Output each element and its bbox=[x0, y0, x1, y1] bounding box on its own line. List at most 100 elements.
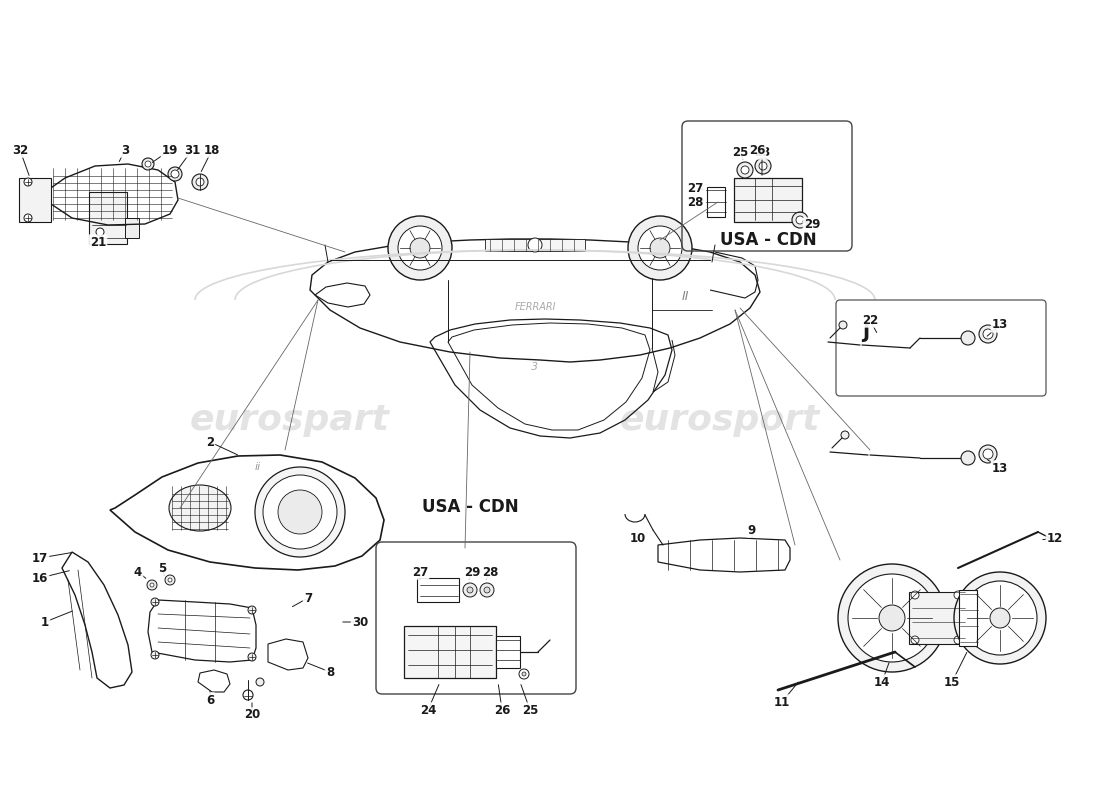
Circle shape bbox=[151, 651, 160, 659]
Text: ii: ii bbox=[255, 462, 261, 472]
Text: 26: 26 bbox=[749, 143, 766, 157]
Circle shape bbox=[168, 167, 182, 181]
Circle shape bbox=[650, 238, 670, 258]
Text: 27: 27 bbox=[686, 182, 703, 194]
Circle shape bbox=[150, 583, 154, 587]
Circle shape bbox=[196, 178, 204, 186]
Text: 6: 6 bbox=[206, 694, 214, 706]
Circle shape bbox=[248, 606, 256, 614]
Text: 22: 22 bbox=[862, 314, 878, 326]
Text: 24: 24 bbox=[420, 703, 437, 717]
Circle shape bbox=[838, 564, 946, 672]
Text: 8: 8 bbox=[326, 666, 334, 678]
Text: 23: 23 bbox=[754, 146, 770, 158]
Bar bbox=[959, 590, 977, 646]
Circle shape bbox=[741, 166, 749, 174]
Circle shape bbox=[911, 636, 918, 644]
Text: 29: 29 bbox=[804, 218, 821, 231]
Text: eurospart: eurospart bbox=[190, 403, 389, 437]
Circle shape bbox=[839, 321, 847, 329]
Circle shape bbox=[961, 451, 975, 465]
Circle shape bbox=[165, 575, 175, 585]
Circle shape bbox=[962, 581, 1037, 655]
Circle shape bbox=[24, 214, 32, 222]
Circle shape bbox=[842, 431, 849, 439]
Text: 25: 25 bbox=[521, 703, 538, 717]
Circle shape bbox=[954, 572, 1046, 664]
Circle shape bbox=[792, 212, 808, 228]
Circle shape bbox=[142, 158, 154, 170]
Bar bbox=[909, 592, 967, 644]
Text: 12: 12 bbox=[1047, 531, 1063, 545]
Circle shape bbox=[879, 605, 905, 631]
Text: 14: 14 bbox=[873, 675, 890, 689]
Circle shape bbox=[528, 238, 542, 252]
Text: 9: 9 bbox=[748, 523, 756, 537]
Text: 29: 29 bbox=[464, 566, 481, 578]
Text: 13: 13 bbox=[992, 462, 1008, 474]
Circle shape bbox=[848, 574, 936, 662]
Circle shape bbox=[24, 178, 32, 186]
Circle shape bbox=[480, 583, 494, 597]
Bar bbox=[19, 178, 51, 222]
Text: 28: 28 bbox=[482, 566, 498, 578]
Text: USA - CDN: USA - CDN bbox=[421, 498, 518, 516]
Bar bbox=[496, 636, 520, 668]
Text: FERRARI: FERRARI bbox=[515, 302, 556, 312]
Circle shape bbox=[151, 598, 160, 606]
Text: 20: 20 bbox=[244, 709, 260, 722]
Circle shape bbox=[628, 216, 692, 280]
Text: 4: 4 bbox=[134, 566, 142, 578]
Circle shape bbox=[954, 591, 962, 599]
Circle shape bbox=[911, 591, 918, 599]
Text: 10: 10 bbox=[630, 531, 646, 545]
Circle shape bbox=[983, 329, 993, 339]
Circle shape bbox=[468, 587, 473, 593]
Text: 21: 21 bbox=[90, 235, 106, 249]
Text: 11: 11 bbox=[774, 695, 790, 709]
Bar bbox=[734, 178, 802, 222]
Circle shape bbox=[243, 690, 253, 700]
Circle shape bbox=[961, 331, 975, 345]
Circle shape bbox=[755, 158, 771, 174]
Text: 7: 7 bbox=[304, 591, 312, 605]
Circle shape bbox=[145, 161, 151, 167]
Text: 15: 15 bbox=[944, 675, 960, 689]
Text: 26: 26 bbox=[494, 703, 510, 717]
Text: 28: 28 bbox=[686, 195, 703, 209]
Bar bbox=[89, 192, 127, 244]
Circle shape bbox=[990, 608, 1010, 628]
Circle shape bbox=[170, 170, 179, 178]
Text: 19: 19 bbox=[162, 143, 178, 157]
Text: 3: 3 bbox=[531, 362, 539, 372]
Circle shape bbox=[463, 583, 477, 597]
Circle shape bbox=[96, 228, 104, 236]
Text: 25: 25 bbox=[732, 146, 748, 158]
Text: 2: 2 bbox=[206, 435, 214, 449]
Ellipse shape bbox=[169, 485, 231, 531]
Bar bbox=[125, 218, 139, 238]
Circle shape bbox=[983, 449, 993, 459]
Bar bbox=[485, 239, 585, 251]
Text: 3: 3 bbox=[121, 143, 129, 157]
Text: USA - CDN: USA - CDN bbox=[719, 231, 816, 249]
Circle shape bbox=[522, 672, 526, 676]
Circle shape bbox=[737, 162, 754, 178]
Circle shape bbox=[954, 636, 962, 644]
Circle shape bbox=[519, 669, 529, 679]
Circle shape bbox=[255, 467, 345, 557]
Circle shape bbox=[248, 653, 256, 661]
Circle shape bbox=[147, 580, 157, 590]
Circle shape bbox=[263, 475, 337, 549]
Circle shape bbox=[168, 578, 172, 582]
Text: II: II bbox=[681, 290, 689, 303]
Text: 18: 18 bbox=[204, 143, 220, 157]
Text: J: J bbox=[862, 322, 869, 342]
Text: 5: 5 bbox=[158, 562, 166, 574]
Text: 30: 30 bbox=[352, 615, 368, 629]
Text: 16: 16 bbox=[32, 571, 48, 585]
Bar bbox=[707, 187, 725, 217]
Text: 27: 27 bbox=[411, 566, 428, 578]
Text: 13: 13 bbox=[992, 318, 1008, 331]
Circle shape bbox=[484, 587, 490, 593]
